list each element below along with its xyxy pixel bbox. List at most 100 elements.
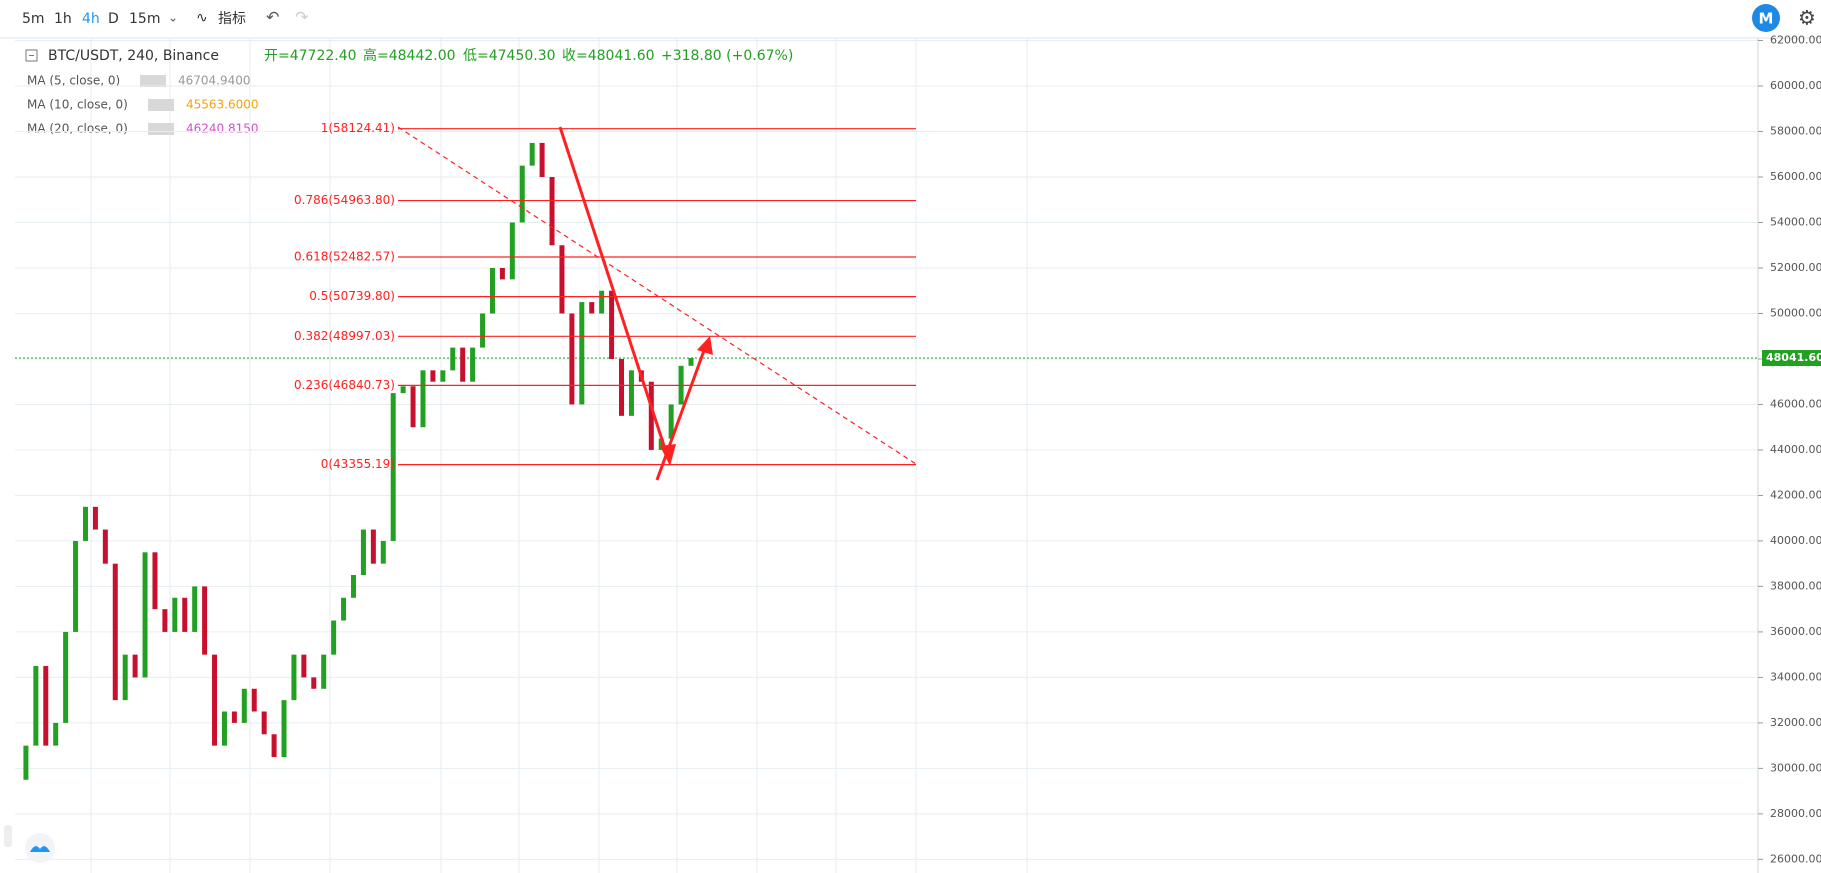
- y-tick-label: 42000.00: [1770, 488, 1821, 501]
- arrow-head: [660, 444, 676, 466]
- candle: [33, 666, 39, 746]
- collapse-icon[interactable]: [25, 49, 38, 62]
- ma-icons[interactable]: [148, 123, 174, 135]
- candle: [440, 370, 446, 382]
- interval-button[interactable]: 4h: [82, 11, 100, 27]
- interval-button[interactable]: D: [108, 11, 119, 27]
- vertical-grid: [90, 38, 1028, 873]
- trend-line: [397, 126, 917, 465]
- candle: [182, 597, 188, 632]
- candle: [73, 540, 79, 632]
- candle: [152, 552, 158, 610]
- candle: [519, 165, 525, 223]
- y-tick-label: 36000.00: [1770, 625, 1821, 638]
- candle: [599, 290, 605, 314]
- candle: [609, 290, 615, 359]
- candle: [23, 745, 29, 780]
- ma-name[interactable]: MA (10, close, 0): [27, 98, 128, 112]
- fib-label: 0.382(48997.03): [294, 329, 395, 343]
- indicator-icon[interactable]: ∿: [196, 10, 208, 26]
- candle: [311, 677, 317, 689]
- candle: [261, 711, 267, 735]
- candle: [579, 302, 585, 405]
- candle: [53, 722, 59, 746]
- ma-value: 45563.6000: [186, 98, 259, 112]
- fib-label: 1(58124.41): [321, 121, 395, 135]
- y-tick-label: 52000.00: [1770, 261, 1821, 274]
- logo-m: M: [1759, 10, 1774, 28]
- y-tick-label: 58000.00: [1770, 125, 1821, 138]
- fib-label: 0.5(50739.80): [309, 289, 395, 303]
- candle: [509, 222, 515, 280]
- candle: [559, 245, 565, 314]
- y-tick-label: 44000.00: [1770, 443, 1821, 456]
- candle: [380, 540, 386, 564]
- candle: [112, 563, 118, 701]
- candle: [291, 654, 297, 701]
- candle: [648, 381, 654, 450]
- ma-icons[interactable]: [140, 75, 166, 87]
- fib-label: 0.786(54963.80): [294, 193, 395, 207]
- ma-icons[interactable]: [148, 99, 174, 111]
- arrow-head: [697, 336, 713, 355]
- candle: [450, 347, 456, 371]
- ohlc-change: +318.80 (+0.67%): [661, 48, 793, 64]
- candle: [132, 654, 138, 678]
- undo[interactable]: ↶: [266, 8, 279, 27]
- candle: [82, 506, 88, 541]
- candle: [589, 302, 595, 314]
- candle: [172, 597, 178, 632]
- candle: [92, 506, 98, 530]
- candle: [480, 313, 486, 348]
- candle: [271, 734, 277, 758]
- candle: [212, 654, 218, 746]
- candle: [499, 267, 505, 280]
- candle: [241, 688, 247, 723]
- candle: [202, 586, 208, 655]
- candle: [251, 688, 257, 712]
- ma-name[interactable]: MA (5, close, 0): [27, 74, 120, 88]
- candle: [460, 347, 466, 382]
- candle: [400, 386, 406, 394]
- y-tick-label: 60000.00: [1770, 79, 1821, 92]
- indicators-button[interactable]: 指标: [218, 11, 246, 27]
- ma-name[interactable]: MA (20, close, 0): [27, 122, 128, 136]
- candle: [321, 654, 327, 689]
- interval-button[interactable]: 5m: [22, 11, 45, 27]
- candle: [470, 347, 476, 382]
- y-tick-label: 46000.00: [1770, 397, 1821, 410]
- candle: [102, 529, 108, 564]
- candle: [281, 700, 287, 758]
- candle: [192, 586, 198, 632]
- toolbar: ∿ 指标 ⌄ ↶ ↷ M ⚙ 5m 1h 4h D 15m: [22, 4, 1816, 32]
- candle: [43, 666, 49, 746]
- candle: [549, 177, 555, 246]
- candle: [410, 386, 416, 428]
- symbol[interactable]: BTC/USDT, 240, Binance: [48, 48, 219, 64]
- interval-button[interactable]: 15m: [129, 11, 160, 27]
- candle: [351, 575, 356, 598]
- ohlc-low: 低=47450.30: [463, 48, 556, 64]
- side-tab[interactable]: [4, 825, 12, 847]
- dropdown[interactable]: ⌄: [168, 11, 178, 25]
- y-tick-label: 34000.00: [1770, 670, 1821, 683]
- y-tick-label: 26000.00: [1770, 852, 1821, 865]
- candle: [122, 654, 128, 701]
- settings[interactable]: ⚙: [1798, 6, 1816, 30]
- candle: [628, 370, 634, 416]
- ohlc-high: 高=48442.00: [363, 47, 456, 64]
- fib-label: 0(43355.19): [321, 457, 395, 471]
- y-tick-label: 38000.00: [1770, 579, 1821, 592]
- y-tick-label: 50000.00: [1770, 306, 1821, 319]
- logo[interactable]: [1752, 4, 1780, 32]
- candle: [360, 529, 366, 576]
- last-price-label: 48041.60: [1766, 351, 1821, 364]
- tv-icon: [30, 846, 50, 852]
- candle: [221, 711, 227, 746]
- tv-button[interactable]: [25, 833, 55, 863]
- candle: [331, 620, 337, 655]
- ma-value: 46704.9400: [178, 74, 251, 88]
- interval-button[interactable]: 1h: [54, 11, 72, 27]
- ohlc-close: 收=48041.60: [562, 48, 655, 64]
- candle: [489, 267, 495, 314]
